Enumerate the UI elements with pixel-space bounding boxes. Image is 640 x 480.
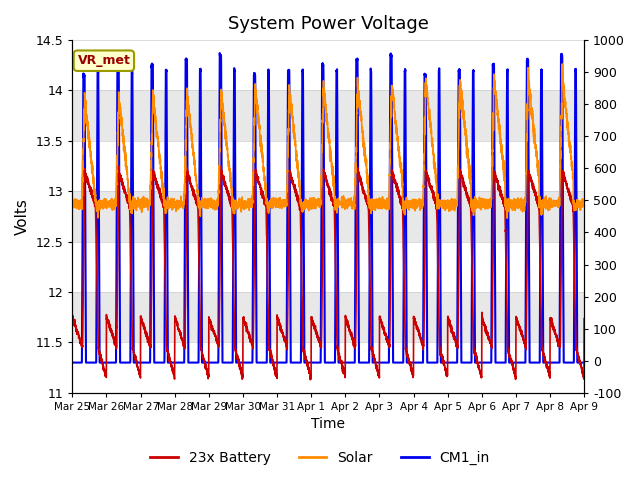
Title: System Power Voltage: System Power Voltage bbox=[228, 15, 429, 33]
Y-axis label: Volts: Volts bbox=[15, 198, 30, 235]
Bar bbox=[72, 91, 584, 141]
Legend: 23x Battery, Solar, CM1_in: 23x Battery, Solar, CM1_in bbox=[145, 445, 495, 471]
Bar bbox=[72, 292, 584, 342]
X-axis label: Time: Time bbox=[311, 418, 345, 432]
Text: VR_met: VR_met bbox=[77, 54, 131, 67]
Bar bbox=[72, 191, 584, 241]
